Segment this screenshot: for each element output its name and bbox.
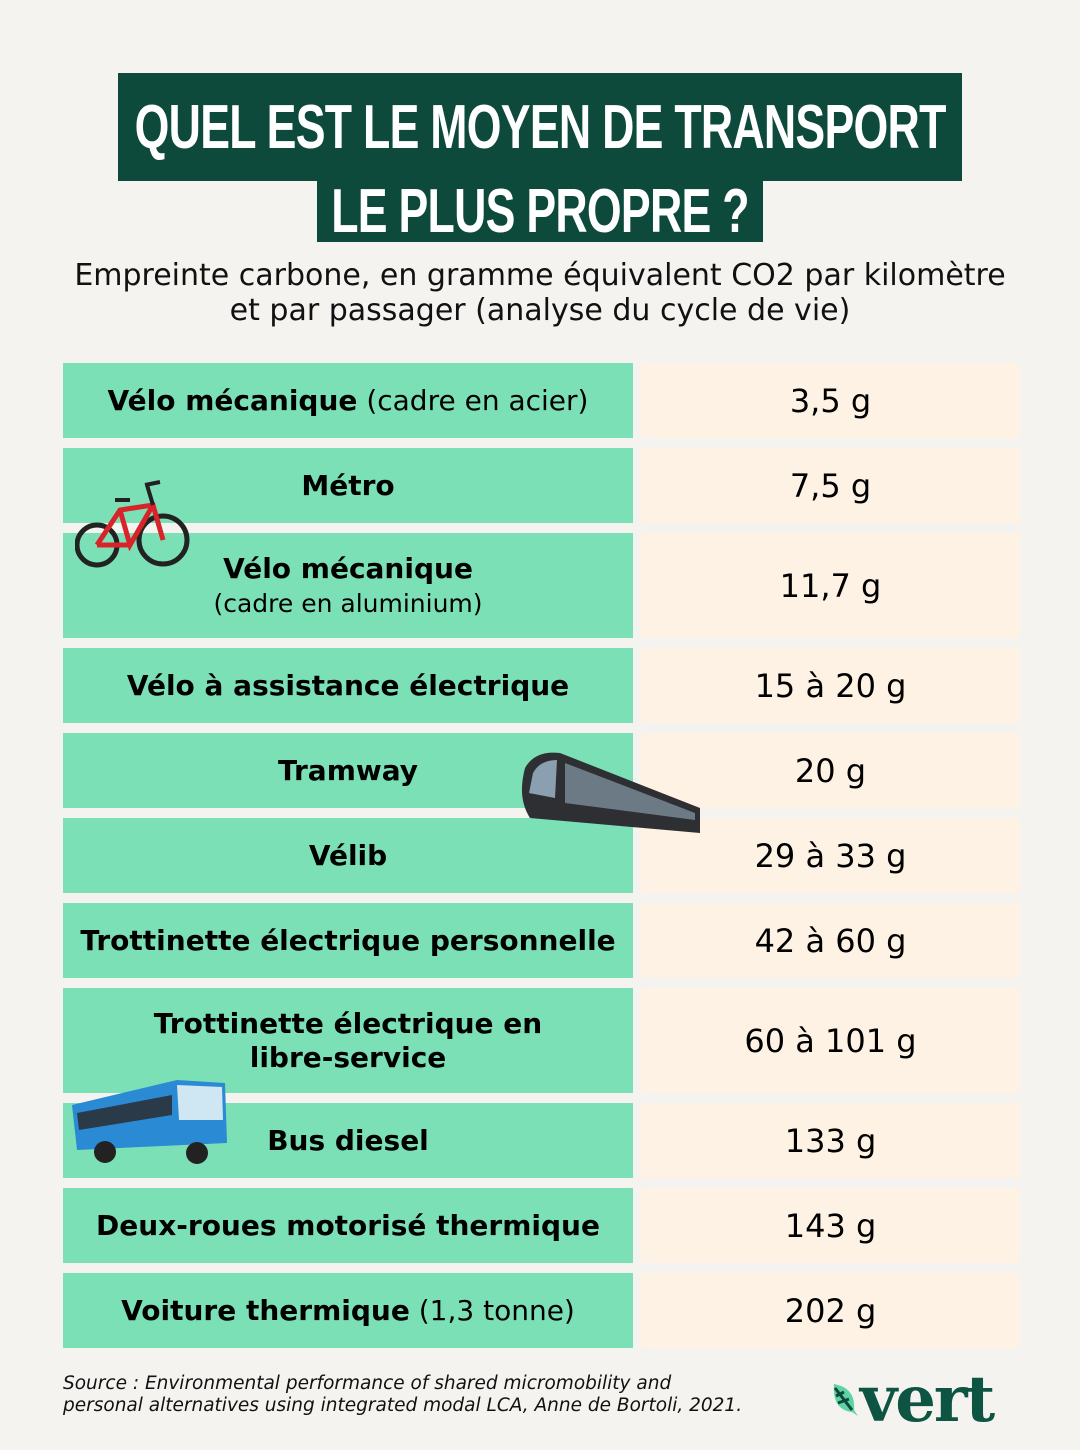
transport-name: Bus diesel [267, 1123, 429, 1157]
table-row: Trottinette électrique en libre-service 6… [63, 988, 1020, 1093]
transport-name: Deux-roues motorisé thermique [96, 1208, 600, 1242]
row-label: Trottinette électrique personnelle [63, 903, 633, 978]
title-banner-line2: LE PLUS PROPRE ? [317, 177, 763, 246]
transport-name: Tramway [277, 753, 419, 787]
table-row: Deux-roues motorisé thermique 143 g [63, 1188, 1020, 1263]
row-label: Voiture thermique (1,3 tonne) [63, 1273, 633, 1348]
title-line1: QUEL EST LE MOYEN DE TRANSPORT [134, 92, 947, 162]
leaf-icon [833, 1383, 858, 1416]
transport-detail: (cadre en aluminium) [213, 588, 483, 618]
source-line1: Source : Environmental performance of sh… [63, 1373, 672, 1394]
transport-name: Vélo mécanique [223, 551, 473, 585]
emission-value: 143 g [641, 1188, 1020, 1263]
table-row: Métro 7,5 g [63, 448, 1020, 523]
row-label: Deux-roues motorisé thermique [63, 1188, 633, 1263]
transport-name: Vélo à assistance électrique [126, 668, 570, 702]
transport-name: Métro [301, 468, 395, 502]
table-row: Trottinette électrique personnelle 42 à 6… [63, 903, 1020, 978]
transport-name: Trottinette électrique en libre-service [153, 1006, 543, 1074]
row-label: Vélib [63, 818, 633, 893]
emission-value: 133 g [641, 1103, 1020, 1178]
logo-text: vert [860, 1362, 995, 1437]
row-label: Bus diesel [63, 1103, 633, 1178]
emission-value: 42 à 60 g [641, 903, 1020, 978]
row-label: Vélo à assistance électrique [63, 648, 633, 723]
table-row: Vélo mécanique (cadre en acier) 3,5 g [63, 363, 1020, 438]
emission-value: 11,7 g [641, 533, 1020, 638]
emission-value: 3,5 g [641, 363, 1020, 438]
bus-icon [72, 1080, 227, 1164]
vert-logo: vert [830, 1362, 995, 1437]
title-banner-line1: QUEL EST LE MOYEN DE TRANSPORT [118, 73, 962, 181]
table-row: Vélib 29 à 33 g [63, 818, 1020, 893]
source-note: Source : Environmental performance of sh… [63, 1373, 742, 1417]
title-line2: LE PLUS PROPRE ? [331, 176, 749, 246]
row-label: Trottinette électrique en libre-service [63, 988, 633, 1093]
table-row: Bus diesel 133 g [63, 1103, 1020, 1178]
emission-value: 60 à 101 g [641, 988, 1020, 1093]
emission-value: 20 g [641, 733, 1020, 808]
row-label: Vélo mécanique (cadre en acier) [63, 363, 633, 438]
transport-name: Vélib [308, 838, 388, 872]
table-row: Voiture thermique (1,3 tonne) 202 g [63, 1273, 1020, 1348]
source-line2: personal alternatives using integrated m… [63, 1395, 743, 1416]
subtitle: Empreinte carbone, en gramme équivalent … [74, 258, 1006, 328]
emission-value: 202 g [641, 1273, 1020, 1348]
emission-value: 7,5 g [641, 448, 1020, 523]
emission-value: 29 à 33 g [641, 818, 1020, 893]
emission-value: 15 à 20 g [641, 648, 1020, 723]
table-row: Vélo mécanique (cadre en aluminium) 11,7 g [63, 533, 1020, 638]
transport-name: Trottinette électrique personnelle [80, 923, 616, 957]
transport-name: Vélo mécanique [107, 383, 358, 417]
tramway-icon [521, 752, 700, 833]
transport-detail: (1,3 tonne) [418, 1293, 575, 1327]
transport-detail: (cadre en acier) [366, 383, 589, 417]
row-label: Métro [63, 448, 633, 523]
bicycle-icon [75, 480, 190, 568]
transport-name: Voiture thermique [121, 1293, 410, 1327]
row-label: Vélo mécanique (cadre en aluminium) [63, 533, 633, 638]
table-row: Vélo à assistance électrique 15 à 20 g [63, 648, 1020, 723]
